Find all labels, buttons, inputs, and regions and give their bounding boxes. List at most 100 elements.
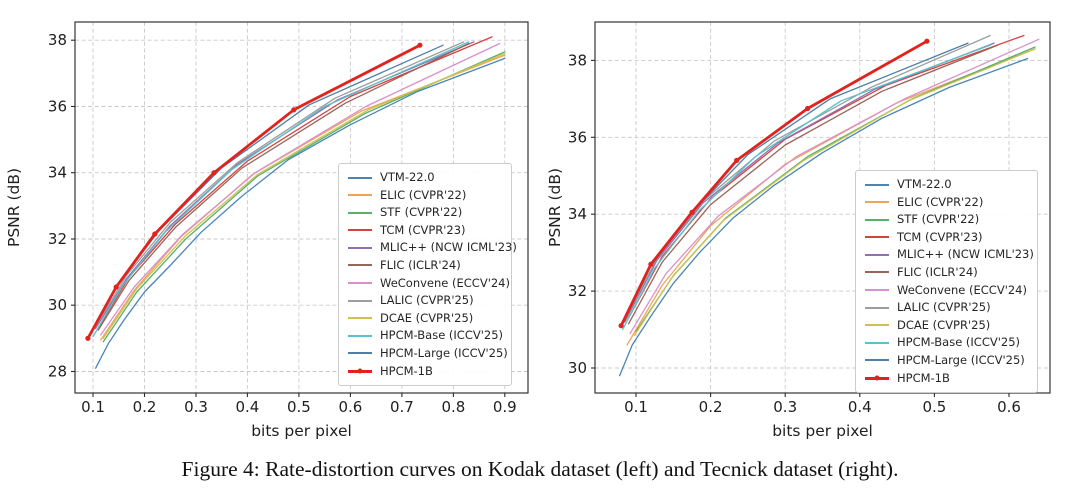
- x-tick-label: 0.4: [848, 398, 872, 416]
- series-line-elic-cvpr-22: [626, 48, 1036, 346]
- legend-label: HPCM-Base (ICCV'25): [897, 335, 1021, 350]
- series-line-weconvene-eccv-24: [100, 42, 501, 336]
- x-tick-label: 0.5: [287, 398, 311, 416]
- legend-swatch-flic-iclr-24: [865, 271, 889, 274]
- y-tick-label: 30: [48, 296, 67, 314]
- legend-label: TCM (CVPR'23): [897, 229, 983, 244]
- legend-label: WeConvene (ECCV'24): [897, 282, 1027, 297]
- legend-swatch-vtm-22-0: [348, 176, 372, 179]
- y-tick-label: 36: [568, 128, 587, 146]
- legend-item-hpcm-1b: HPCM-1B: [865, 370, 1028, 385]
- legend-label: ELIC (CVPR'22): [380, 187, 467, 202]
- legend-swatch-mlic-ncw-icml-23: [865, 253, 889, 256]
- x-tick-label: 0.2: [699, 398, 723, 416]
- y-tick-label: 36: [48, 98, 67, 116]
- series-marker-hpcm-1b: [689, 209, 695, 215]
- legend-item-stf-cvpr-22: STF (CVPR'22): [348, 206, 502, 219]
- series-line-weconvene-eccv-24: [629, 38, 1040, 335]
- legend-item-elic-cvpr-22: ELIC (CVPR'22): [348, 187, 502, 202]
- x-tick-label: 0.6: [338, 398, 362, 416]
- legend-item-tcm-cvpr-23: TCM (CVPR'23): [865, 229, 1028, 244]
- series-line-stf-cvpr-22: [102, 51, 506, 343]
- series-line-mlic-ncw-icml-23: [624, 42, 995, 323]
- legend-item-tcm-cvpr-23: TCM (CVPR'23): [348, 222, 502, 237]
- legend-swatch-hpcm-large-iccv-25: [865, 359, 889, 362]
- legend-item-mlic-ncw-icml-23: MLIC++ (NCW ICML'23): [865, 248, 1034, 261]
- series-marker-hpcm-1b: [734, 157, 740, 163]
- x-tick-label: 0.8: [441, 398, 465, 416]
- legend-swatch-hpcm-base-iccv-25: [348, 334, 372, 337]
- series-marker-hpcm-1b: [417, 42, 423, 48]
- x-tick-label: 0.2: [133, 398, 157, 416]
- series-line-vtm-22-0: [618, 57, 1029, 377]
- legend-item-lalic-cvpr-25: LALIC (CVPR'25): [348, 294, 502, 307]
- x-tick-label: 0.5: [922, 398, 946, 416]
- x-axis-label: bits per pixel: [772, 422, 873, 440]
- legend-label: MLIC++ (NCW ICML'23): [380, 240, 517, 255]
- legend-item-dcae-cvpr-25: DCAE (CVPR'25): [865, 317, 1028, 332]
- y-axis-label: PSNR (dB): [546, 168, 564, 247]
- legend-item-elic-cvpr-22: ELIC (CVPR'22): [865, 195, 1028, 209]
- series-marker-hpcm-1b: [152, 231, 158, 237]
- legend-swatch-hpcm-1b: [348, 368, 372, 374]
- legend-swatch-lalic-cvpr-25: [348, 299, 372, 302]
- legend-label: HPCM-1B: [380, 363, 433, 378]
- x-tick-label: 0.1: [81, 398, 105, 416]
- legend-label: VTM-22.0: [897, 177, 952, 191]
- y-tick-label: 32: [48, 230, 67, 248]
- series-marker-hpcm-1b: [85, 335, 91, 341]
- legend-swatch-elic-cvpr-22: [348, 194, 372, 197]
- legend-item-vtm-22-0: VTM-22.0: [865, 178, 1028, 191]
- plot-border: [74, 21, 529, 394]
- series-marker-hpcm-1b: [924, 38, 930, 44]
- kodak-rd-chart: 0.1 0.2 0.3 0.4 0.5 0.6 0.7 0.8 0.9 28 30 32 34 36 38 b…: [0, 0, 540, 450]
- x-axis-label: bits per pixel: [251, 422, 352, 440]
- legend-item-hpcm-base-iccv-25: HPCM-Base (ICCV'25): [348, 329, 503, 342]
- legend-label: HPCM-Large (ICCV'25): [897, 352, 1025, 367]
- series-marker-hpcm-1b: [805, 105, 811, 112]
- x-tick-label: 0.7: [390, 398, 414, 416]
- series-line-vtm-22-0: [94, 57, 506, 369]
- legend-swatch-tcm-cvpr-23: [865, 236, 889, 239]
- y-tick-label: 34: [568, 205, 587, 223]
- series-marker-hpcm-1b: [113, 284, 119, 290]
- series-line-hpcm-base-iccv-25: [621, 44, 991, 331]
- legend-swatch-dcae-cvpr-25: [348, 317, 372, 320]
- legend-item-stf-cvpr-22: STF (CVPR'22): [865, 213, 1028, 226]
- legend-label: DCAE (CVPR'25): [897, 317, 991, 332]
- legend-swatch-lalic-cvpr-25: [865, 306, 889, 309]
- legend-item-weconvene-eccv-24: WeConvene (ECCV'24): [348, 276, 510, 290]
- legend-label: FLIC (ICLR'24): [897, 264, 978, 279]
- series-line-tcm-cvpr-23: [97, 36, 493, 330]
- legend-label: LALIC (CVPR'25): [897, 300, 991, 315]
- legend-label: FLIC (ICLR'24): [380, 257, 461, 272]
- legend-label: WeConvene (ECCV'24): [380, 275, 510, 290]
- y-tick-label: 38: [568, 51, 587, 69]
- legend-label: HPCM-Large (ICCV'25): [380, 345, 508, 360]
- legend-label: DCAE (CVPR'25): [380, 310, 474, 325]
- legend-item-hpcm-1b: HPCM-1B: [348, 363, 502, 378]
- x-tick-label: 0.3: [773, 398, 797, 416]
- x-tick-label: 0.9: [493, 398, 517, 416]
- legend-item-hpcm-large-iccv-25: HPCM-Large (ICCV'25): [348, 346, 508, 360]
- series-marker-hpcm-1b: [291, 107, 297, 113]
- legend-swatch-flic-iclr-24: [348, 264, 372, 267]
- legend-swatch-weconvene-eccv-24: [348, 282, 372, 285]
- legend-item-mlic-ncw-icml-23: MLIC++ (NCW ICML'23): [348, 241, 517, 254]
- legend-swatch-mlic-ncw-icml-23: [348, 246, 372, 249]
- legend-swatch-hpcm-base-iccv-25: [865, 341, 889, 344]
- legend-label: STF (CVPR'22): [380, 205, 463, 220]
- legend-swatch-hpcm-large-iccv-25: [348, 352, 372, 355]
- legend-label: VTM-22.0: [380, 170, 435, 184]
- legend-label: HPCM-1B: [897, 370, 950, 385]
- legend-swatch-tcm-cvpr-23: [348, 229, 372, 232]
- y-tick-label: 32: [568, 282, 587, 300]
- series-line-dcae-cvpr-25: [102, 52, 506, 339]
- y-tick-label: 38: [48, 31, 67, 49]
- legend-swatch-stf-cvpr-22: [865, 218, 889, 221]
- x-tick-label: 0.3: [184, 398, 208, 416]
- legend-item-hpcm-base-iccv-25: HPCM-Base (ICCV'25): [865, 336, 1028, 349]
- legend-label: LALIC (CVPR'25): [380, 293, 474, 308]
- legend-label: TCM (CVPR'23): [380, 222, 466, 237]
- y-axis-label: PSNR (dB): [5, 168, 23, 247]
